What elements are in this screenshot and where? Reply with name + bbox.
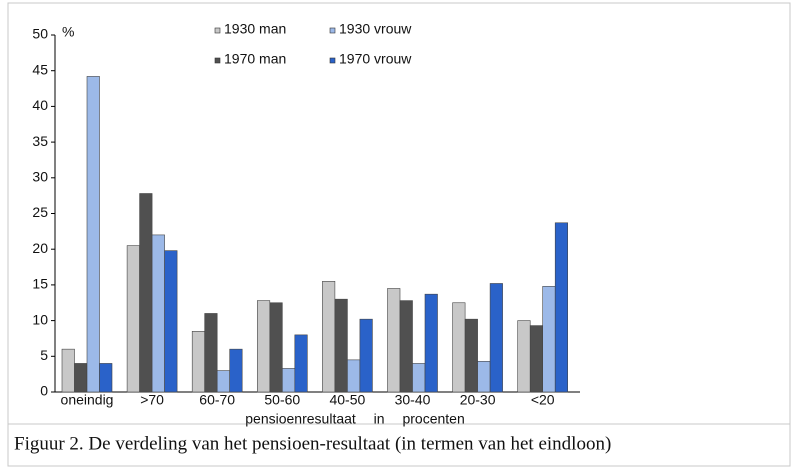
bar bbox=[477, 360, 491, 393]
x-axis-label: pensioenresultaat in procenten bbox=[245, 411, 464, 427]
bar bbox=[489, 283, 503, 393]
legend-label: 1930 man bbox=[224, 21, 286, 37]
bar bbox=[164, 250, 178, 393]
bar bbox=[191, 331, 205, 393]
bar bbox=[229, 348, 243, 393]
bar bbox=[399, 300, 413, 393]
bar bbox=[61, 348, 75, 393]
bar bbox=[387, 288, 401, 393]
legend-label: 1970 man bbox=[224, 51, 286, 67]
bar bbox=[529, 325, 544, 393]
legend-label: 1930 vrouw bbox=[339, 21, 412, 37]
bar bbox=[517, 320, 531, 393]
x-tick-label: 40-50 bbox=[329, 392, 365, 408]
x-tick-label: oneindig bbox=[61, 392, 114, 408]
bar bbox=[281, 368, 296, 393]
x-tick-label: <20 bbox=[531, 392, 555, 408]
y-tick-label: 35 bbox=[32, 133, 48, 149]
bar bbox=[542, 286, 556, 393]
bar bbox=[74, 363, 88, 393]
bar bbox=[204, 313, 218, 393]
y-tick-label: 5 bbox=[40, 347, 48, 363]
y-tick-label: 45 bbox=[32, 61, 48, 77]
frame bbox=[7, 2, 791, 467]
bar bbox=[412, 363, 426, 393]
y-tick-label: 50 bbox=[32, 26, 48, 42]
bar bbox=[334, 298, 348, 393]
y-tick-label: 15 bbox=[32, 276, 48, 292]
bar bbox=[347, 359, 361, 393]
legend-swatch bbox=[329, 57, 336, 64]
caption: Figuur 2. De verdeling van het pensioen-… bbox=[14, 433, 611, 454]
bar bbox=[126, 245, 140, 393]
bar bbox=[99, 363, 113, 393]
x-tick-label: 30-40 bbox=[395, 392, 431, 408]
y-tick-label: 0 bbox=[40, 383, 48, 399]
bar bbox=[256, 300, 271, 393]
bar bbox=[294, 334, 308, 393]
y-tick-label: 30 bbox=[32, 169, 48, 185]
y-tick-label: 10 bbox=[32, 311, 48, 327]
bar bbox=[359, 318, 373, 393]
x-tick-label: 50-60 bbox=[264, 392, 300, 408]
x-tick-label: >70 bbox=[140, 392, 164, 408]
y-tick-label: 25 bbox=[32, 204, 48, 220]
bar bbox=[322, 281, 336, 393]
legend-label: 1970 vrouw bbox=[339, 51, 412, 67]
y-tick-label: 40 bbox=[32, 97, 48, 113]
legend-swatch bbox=[214, 27, 221, 34]
y-tick-label: 20 bbox=[32, 240, 48, 256]
bar bbox=[139, 193, 153, 393]
bar bbox=[269, 302, 283, 393]
x-tick-label: 60-70 bbox=[199, 392, 235, 408]
bar bbox=[554, 222, 569, 393]
legend-swatch bbox=[329, 27, 336, 34]
bar bbox=[86, 76, 100, 393]
bar bbox=[424, 293, 438, 393]
legend-swatch bbox=[214, 57, 221, 64]
unit-label: % bbox=[62, 24, 74, 40]
x-tick-label: 20-30 bbox=[460, 392, 496, 408]
bar bbox=[151, 234, 165, 393]
bar bbox=[452, 302, 466, 393]
bar bbox=[464, 318, 478, 393]
bar bbox=[216, 370, 230, 393]
